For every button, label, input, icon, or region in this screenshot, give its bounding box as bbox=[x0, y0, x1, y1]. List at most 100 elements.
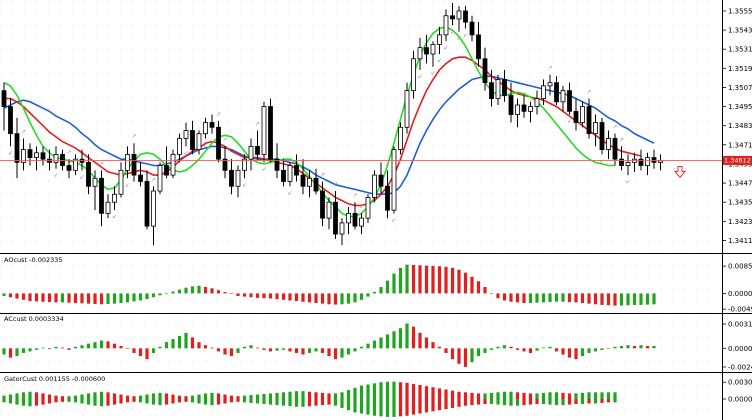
gator-lower-bar bbox=[8, 399, 13, 404]
gator-lower-bar bbox=[229, 399, 234, 403]
gator-upper-bar bbox=[21, 392, 26, 399]
ao-bar bbox=[275, 293, 279, 300]
gator-lower-bar bbox=[93, 399, 97, 406]
candle-body bbox=[352, 212, 358, 227]
gator-panel[interactable]: GatorCust 0.001155 -0.000600 0.0030000.0… bbox=[0, 373, 752, 420]
gator-lower-bar bbox=[307, 399, 312, 407]
ao-bar bbox=[112, 293, 117, 304]
gator-upper-bar bbox=[86, 393, 91, 399]
candle-body bbox=[547, 82, 553, 87]
gator-upper-bar bbox=[450, 390, 455, 399]
fractal-up-icon: ↗ bbox=[216, 111, 221, 118]
gator-lower-bar bbox=[125, 399, 130, 403]
gator-upper-bar bbox=[184, 396, 188, 399]
gator-lower-bar bbox=[158, 399, 162, 406]
gator-lower-bar bbox=[496, 399, 500, 405]
gator-upper-bar bbox=[54, 395, 58, 399]
ao-bar bbox=[229, 293, 234, 295]
ac-bar bbox=[8, 348, 13, 358]
gator-lower-bar bbox=[593, 399, 598, 404]
candle-body bbox=[8, 106, 13, 135]
ac-bar bbox=[34, 348, 39, 350]
gator-lower-bar bbox=[372, 399, 377, 416]
ao-bar bbox=[457, 269, 461, 294]
gator-lower-bar bbox=[606, 399, 611, 403]
ac-bar bbox=[652, 346, 656, 349]
ao-bar bbox=[645, 293, 650, 305]
ac-bar bbox=[236, 348, 240, 353]
ao-bar bbox=[567, 293, 572, 303]
gator-upper-bar bbox=[340, 392, 344, 399]
gator-upper-bar bbox=[366, 384, 370, 399]
gator-axis: 0.003000 0.000000 bbox=[722, 379, 752, 404]
ac-bar bbox=[457, 348, 461, 364]
ac-bar bbox=[255, 347, 260, 349]
ao-bar bbox=[496, 293, 500, 299]
ac-bar bbox=[470, 348, 474, 363]
ac-bar bbox=[164, 342, 169, 349]
ac-bar bbox=[190, 337, 195, 349]
gator-lower-bar bbox=[340, 399, 344, 408]
gator-upper-bar bbox=[483, 393, 487, 399]
candle-body bbox=[456, 10, 462, 20]
ac-panel[interactable]: ACcust 0.0003334 0.0031382 0.0000000 -0.00… bbox=[0, 314, 752, 372]
fractal-down-icon: ↙ bbox=[392, 216, 397, 223]
ao-panel[interactable]: AOcust -0.002335 0.008536 0.000000 -0.0049… bbox=[0, 255, 752, 314]
gator-lower-bar bbox=[2, 399, 6, 403]
ac-histogram bbox=[2, 323, 656, 367]
gator-upper-bar bbox=[190, 395, 195, 399]
ac-bar bbox=[528, 348, 533, 353]
ao-bar bbox=[314, 293, 318, 304]
gator-lower-bar bbox=[431, 399, 435, 412]
candle-body bbox=[53, 153, 59, 163]
ac-bar bbox=[392, 331, 396, 349]
ao-bar bbox=[554, 293, 559, 302]
ac-bar bbox=[613, 346, 617, 349]
ao-bar bbox=[21, 293, 26, 300]
ac-bar bbox=[574, 348, 578, 360]
gator-lower-bar bbox=[288, 399, 292, 407]
axis-tick-label: 0.000000 bbox=[728, 290, 752, 298]
gator-upper-bar bbox=[437, 388, 442, 399]
fractal-up-icon: ↗ bbox=[99, 160, 104, 167]
gator-lower-bar bbox=[80, 399, 84, 404]
candle-body bbox=[339, 222, 345, 235]
gator-lower-bar bbox=[99, 399, 104, 407]
candle-body bbox=[209, 122, 215, 128]
price-panel[interactable]: ↗↗↗↗↗↗↗↗↗↗↗↗↗↗↗↗↗↙↙ ↙↙↙↙↙↙↙↙↙↙↙ ↙↙↙↙↙ ↙↙↙↙ bbox=[0, 0, 722, 253]
gator-upper-bar bbox=[197, 394, 201, 399]
ac-bar bbox=[158, 346, 162, 349]
ao-bar bbox=[307, 293, 312, 303]
gator-lower-bar bbox=[145, 399, 149, 404]
ac-bar bbox=[171, 339, 175, 349]
ac-bar bbox=[184, 332, 188, 349]
ac-bar bbox=[203, 345, 208, 349]
ac-bar bbox=[112, 343, 117, 349]
ac-bar bbox=[632, 346, 637, 349]
gator-lower-bar bbox=[223, 399, 227, 404]
candle-body bbox=[34, 152, 39, 158]
gator-lower-bar bbox=[151, 399, 156, 405]
candle-body bbox=[216, 126, 221, 160]
gator-upper-bar bbox=[606, 392, 611, 399]
ao-bar bbox=[632, 293, 637, 305]
candle-body bbox=[430, 44, 436, 55]
ac-bar bbox=[515, 348, 520, 350]
gator-lower-bar bbox=[106, 399, 110, 406]
ao-bar bbox=[320, 293, 325, 304]
gator-lower-bar bbox=[600, 399, 604, 403]
gator-upper-bar bbox=[158, 392, 162, 399]
fractal-arrows: ↗↗↗↗↗↗↗↗↗↗↗↗↗↗↗↗↗↙↙ ↙↙↙↙↙↙↙↙↙↙↙ ↙↙↙↙↙ ↙↙↙↙ bbox=[8, 28, 631, 223]
gator-upper-bar bbox=[288, 391, 292, 399]
gator-lower-bar bbox=[515, 399, 520, 406]
candle-body bbox=[248, 146, 254, 160]
fractal-up-icon: ↗ bbox=[359, 203, 364, 210]
candle-body bbox=[619, 158, 624, 166]
ac-bar bbox=[320, 348, 325, 353]
gator-upper-bar bbox=[138, 395, 143, 399]
candle-body bbox=[27, 149, 33, 158]
gator-upper-bar bbox=[353, 387, 357, 399]
candle-body bbox=[105, 201, 111, 214]
ac-bar bbox=[483, 348, 487, 353]
